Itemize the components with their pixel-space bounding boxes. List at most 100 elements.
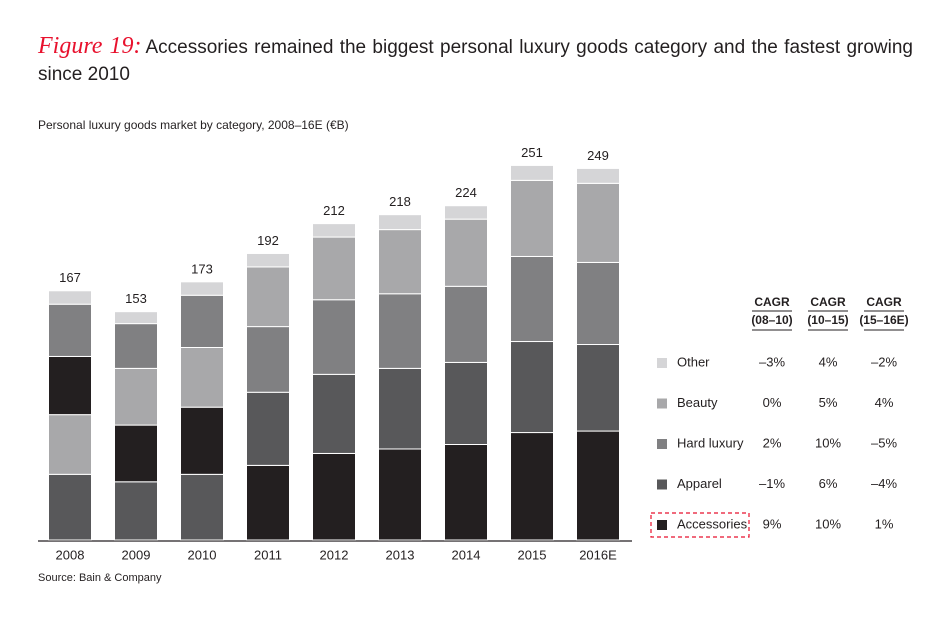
bar-segment [510, 341, 554, 434]
x-tick-label: 2014 [452, 547, 481, 562]
cagr-value: –5% [871, 435, 897, 450]
bar-segment [444, 361, 488, 445]
total-label: 249 [587, 148, 609, 163]
total-label: 218 [389, 194, 411, 209]
cagr-header: CAGR [866, 295, 902, 309]
x-tick-label: 2015 [518, 547, 547, 562]
cagr-value: 4% [819, 354, 838, 369]
legend-swatch [657, 358, 667, 368]
cagr-value: 1% [875, 516, 894, 531]
cagr-value: 6% [819, 476, 838, 491]
bar-segment [576, 182, 620, 263]
bar-segment [444, 285, 488, 363]
bar-segment [378, 448, 422, 541]
cagr-header: (15–16E) [859, 313, 908, 327]
bar-segment [48, 303, 92, 357]
total-label: 212 [323, 203, 345, 218]
cagr-value: –4% [871, 476, 897, 491]
bar-segment [378, 367, 422, 450]
bar-segment [48, 355, 92, 416]
bar-segment [444, 443, 488, 541]
bar-segment [246, 252, 290, 268]
total-label: 192 [257, 233, 279, 248]
bar-segment [312, 223, 356, 238]
bar-segment [378, 229, 422, 295]
title-block: Figure 19: Accessories remained the bigge… [38, 33, 913, 88]
legend-swatch [657, 520, 667, 530]
bar-segment [444, 205, 488, 220]
cagr-value: –2% [871, 354, 897, 369]
bar-segment [114, 424, 158, 483]
bar-segment [180, 346, 224, 408]
bar-segment [576, 167, 620, 184]
cagr-header: (10–15) [807, 313, 848, 327]
x-tick-label: 2011 [254, 547, 282, 562]
bar-segment [246, 464, 290, 541]
bar-segment [48, 473, 92, 541]
bar-segment [180, 281, 224, 296]
bar-segment [576, 261, 620, 346]
cagr-value: 5% [819, 395, 838, 410]
figure-label: Figure 19: [38, 33, 142, 59]
bar-segment [180, 473, 224, 541]
bar-segment [114, 323, 158, 369]
cagr-value: –1% [759, 476, 785, 491]
bar-segment [510, 164, 554, 181]
legend-swatch [657, 398, 667, 409]
cagr-value: 10% [815, 435, 841, 450]
legend-label: Accessories [677, 516, 748, 531]
bar-segment [246, 391, 290, 466]
x-tick-label: 2010 [188, 547, 217, 562]
highlight-box [650, 512, 750, 538]
total-label: 153 [125, 291, 147, 306]
source: Source: Bain & Company [38, 572, 162, 584]
x-tick-label: 2016E [579, 547, 617, 562]
total-label: 173 [191, 261, 213, 276]
bar-segment [576, 344, 620, 432]
total-label: 251 [521, 145, 543, 160]
chart-title: Accessories remained the biggest persona… [38, 37, 913, 85]
legend-label: Beauty [677, 395, 718, 410]
legend-label: Other [677, 354, 710, 369]
bar-segment [510, 179, 554, 257]
bar-segment [312, 452, 356, 541]
bar-segment [114, 481, 158, 541]
cagr-value: 2% [763, 435, 782, 450]
cagr-value: 0% [763, 395, 782, 410]
bar-segment [246, 266, 290, 328]
cagr-value: 10% [815, 516, 841, 531]
total-label: 224 [455, 185, 477, 200]
bar-segment [576, 430, 620, 541]
bar-segment [246, 326, 290, 393]
bar-segment [114, 311, 158, 325]
bar-segment [114, 367, 158, 426]
legend-label: Hard luxury [677, 435, 744, 450]
x-tick-label: 2008 [56, 547, 85, 562]
legend-swatch [657, 439, 667, 449]
x-tick-label: 2013 [386, 547, 415, 562]
cagr-header: (08–10) [751, 313, 792, 327]
bar-segment [180, 406, 224, 475]
legend-swatch [657, 479, 667, 490]
bar-segment [180, 294, 224, 348]
total-label: 167 [59, 270, 81, 285]
bar-segment [444, 218, 488, 287]
legend-label: Apparel [677, 476, 722, 491]
bar-segment [312, 236, 356, 301]
x-tick-label: 2009 [122, 547, 151, 562]
cagr-value: –3% [759, 354, 785, 369]
bar-segment [510, 432, 554, 541]
bar-segment [312, 299, 356, 375]
cagr-header: CAGR [810, 295, 846, 309]
bar-segment [48, 414, 92, 475]
bar-segment [48, 290, 92, 305]
bar-segment [510, 255, 554, 343]
subtitle: Personal luxury goods market by category… [38, 118, 349, 132]
cagr-header: CAGR [754, 295, 790, 309]
x-tick-label: 2012 [320, 547, 349, 562]
cagr-value: 4% [875, 395, 894, 410]
bar-segment [378, 293, 422, 369]
bar-segment [312, 373, 356, 454]
